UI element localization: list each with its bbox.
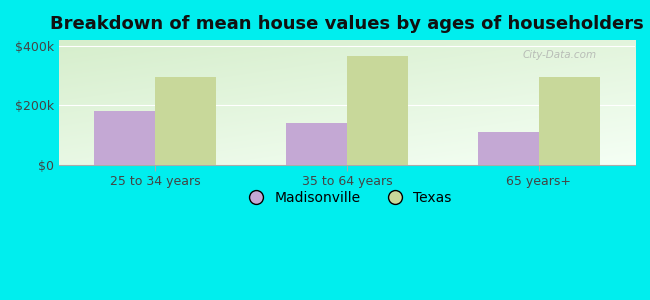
Legend: Madisonville, Texas: Madisonville, Texas <box>237 185 457 210</box>
Bar <box>539 77 601 165</box>
Text: City-Data.com: City-Data.com <box>523 50 597 60</box>
Bar <box>478 132 539 165</box>
Bar <box>94 111 155 165</box>
Title: Breakdown of mean house values by ages of householders: Breakdown of mean house values by ages o… <box>50 15 644 33</box>
Bar <box>347 56 408 165</box>
Bar <box>155 77 216 165</box>
Bar <box>285 123 347 165</box>
